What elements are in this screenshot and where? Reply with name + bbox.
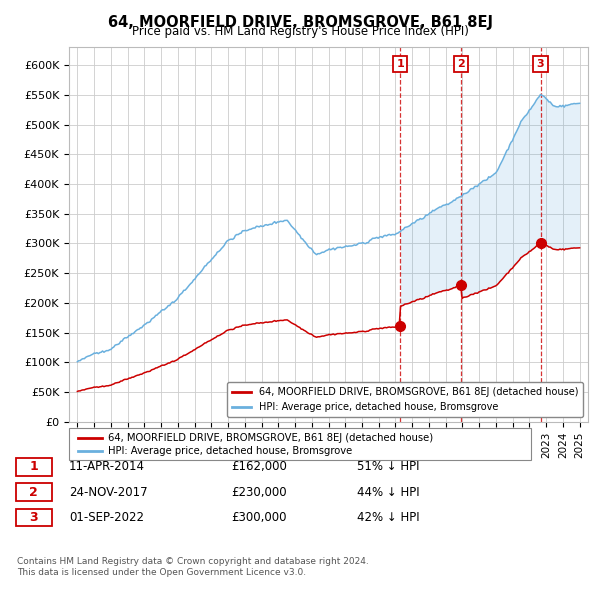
Text: 11-APR-2014: 11-APR-2014 xyxy=(69,460,145,473)
Legend: 64, MOORFIELD DRIVE, BROMSGROVE, B61 8EJ (detached house), HPI: Average price, d: 64, MOORFIELD DRIVE, BROMSGROVE, B61 8EJ… xyxy=(227,382,583,417)
Text: 3: 3 xyxy=(29,511,38,524)
Text: £162,000: £162,000 xyxy=(231,460,287,473)
Text: 2: 2 xyxy=(29,486,38,499)
Text: 44% ↓ HPI: 44% ↓ HPI xyxy=(357,486,419,499)
Text: 1: 1 xyxy=(396,59,404,69)
Text: £230,000: £230,000 xyxy=(231,486,287,499)
Text: Price paid vs. HM Land Registry's House Price Index (HPI): Price paid vs. HM Land Registry's House … xyxy=(131,25,469,38)
Text: 51% ↓ HPI: 51% ↓ HPI xyxy=(357,460,419,473)
Text: £300,000: £300,000 xyxy=(231,511,287,524)
Text: 24-NOV-2017: 24-NOV-2017 xyxy=(69,486,148,499)
Text: 64, MOORFIELD DRIVE, BROMSGROVE, B61 8EJ (detached house): 64, MOORFIELD DRIVE, BROMSGROVE, B61 8EJ… xyxy=(108,434,433,443)
Text: 42% ↓ HPI: 42% ↓ HPI xyxy=(357,511,419,524)
Text: 2: 2 xyxy=(457,59,464,69)
Text: 1: 1 xyxy=(29,460,38,473)
Text: This data is licensed under the Open Government Licence v3.0.: This data is licensed under the Open Gov… xyxy=(17,568,306,577)
Text: 64, MOORFIELD DRIVE, BROMSGROVE, B61 8EJ: 64, MOORFIELD DRIVE, BROMSGROVE, B61 8EJ xyxy=(107,15,493,30)
Text: HPI: Average price, detached house, Bromsgrove: HPI: Average price, detached house, Brom… xyxy=(108,447,352,456)
Text: 01-SEP-2022: 01-SEP-2022 xyxy=(69,511,144,524)
Text: 3: 3 xyxy=(537,59,544,69)
Text: Contains HM Land Registry data © Crown copyright and database right 2024.: Contains HM Land Registry data © Crown c… xyxy=(17,558,368,566)
